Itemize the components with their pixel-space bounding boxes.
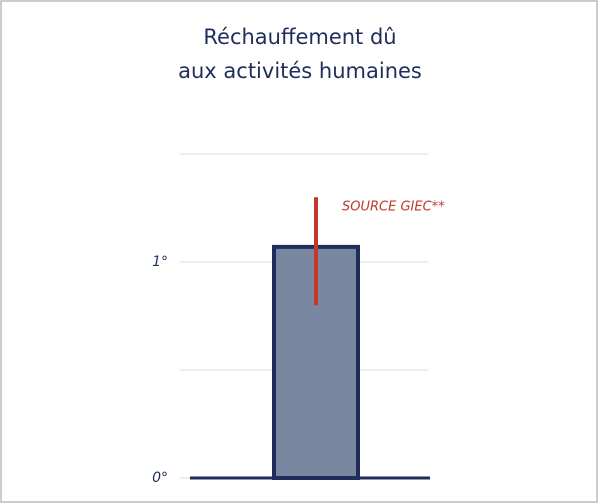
- chart-title: Réchauffement dû: [203, 25, 396, 49]
- y-tick-label: 0°: [152, 470, 168, 486]
- chart-title: aux activités humaines: [178, 59, 422, 83]
- y-tick-label: 1°: [152, 254, 168, 270]
- annotation: SOURCE GIEC**: [342, 200, 445, 215]
- bar: [272, 244, 360, 480]
